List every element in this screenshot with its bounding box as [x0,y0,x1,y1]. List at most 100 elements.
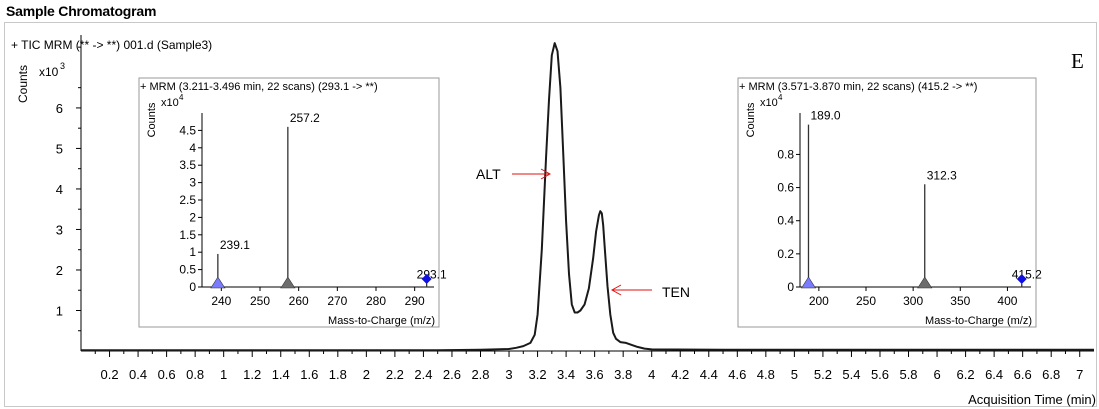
inset-x-tick-label: 280 [366,294,386,308]
inset-y-exponent: x10 [760,97,778,109]
main-x-tick-label: 2.4 [414,367,432,382]
inset-y-tick-label: 0.6 [777,181,794,195]
inset-x-tick-label: 250 [856,294,876,308]
main-x-tick-label: 4.2 [671,367,689,382]
main-x-tick-label: 2.2 [386,367,404,382]
inset-x-tick-label: 200 [809,294,829,308]
main-x-tick-label: 6.6 [1014,367,1032,382]
main-x-tick-label: 6.4 [985,367,1003,382]
inset-precursor-marker [917,276,933,289]
inset-x-label: Mass-to-Charge (m/z) [328,315,435,327]
main-x-tick-label: 3.4 [557,367,575,382]
inset-y-tick-label: 4 [189,141,196,155]
inset-x-tick-label: 290 [405,294,425,308]
inset-y-tick-label: 0.4 [777,214,794,228]
main-x-tick-label: 6.2 [957,367,975,382]
inset-y-tick-label: 1 [189,245,196,259]
main-x-tick-label: 4.6 [728,367,746,382]
inset-x-tick-label: 400 [997,294,1017,308]
main-x-tick-label: 0.8 [186,367,204,382]
chart-panel [4,22,1097,407]
main-x-tick-label: 2.8 [471,367,489,382]
main-x-tick-label: 0.2 [100,367,118,382]
inset-diamond-marker [421,274,432,284]
inset-y-exponent: x10 [161,97,179,109]
inset-peak-label: 239.1 [220,238,250,252]
main-y-tick-label: 2 [56,263,63,278]
inset-y-label: Counts [745,102,757,137]
main-y-tick-label: 5 [56,141,63,156]
main-x-tick-label: 1 [220,367,227,382]
main-title: + TIC MRM (** -> **) 001.d (Sample3) [11,38,212,52]
inset-y-tick-label: 1.5 [179,228,196,242]
main-x-tick-label: 1.4 [272,367,290,382]
inset-x-tick-label: 240 [211,294,231,308]
main-x-tick-label: 1.8 [329,367,347,382]
inset-x-tick-label: 300 [903,294,923,308]
inset-diamond-marker [1016,274,1027,284]
inset-frame [737,77,1037,328]
main-y-exponent: x10 [39,65,59,79]
main-x-tick-label: 7 [1076,367,1083,382]
inset-spectrum-alt: + MRM (3.211-3.496 min, 22 scans) (293.1… [138,77,447,328]
main-y-tick-label: 3 [56,222,63,237]
main-x-tick-label: 5.8 [899,367,917,382]
inset-peak-label: 189.0 [810,109,840,123]
main-x-tick-label: 3.6 [586,367,604,382]
inset-y-tick-label: 0 [189,280,196,294]
main-y-exponent-power: 3 [60,61,65,71]
main-y-tick-label: 1 [56,303,63,318]
annotation-ten: TEN [662,284,690,300]
inset-x-tick-label: 250 [250,294,270,308]
inset-y-tick-label: 0.5 [179,263,196,277]
tic-trace [81,42,1094,352]
inset-peak-label: 312.3 [927,168,957,182]
main-y-tick-label: 4 [56,182,63,197]
main-x-tick-label: 5.2 [814,367,832,382]
annotation-alt: ALT [476,166,501,182]
inset-x-tick-label: 350 [950,294,970,308]
main-x-tick-label: 3.2 [529,367,547,382]
main-x-label: Acquisition Time (min) [968,392,1096,407]
main-x-tick-label: 3 [505,367,512,382]
inset-y-label: Counts [146,102,158,137]
annotation-alt-arrowhead [540,168,552,180]
inset-y-tick-label: 0.2 [777,247,794,261]
inset-y-tick-label: 0 [787,280,794,294]
inset-y-tick-label: 4.5 [179,123,196,137]
inset-precursor-marker [210,276,226,289]
main-x-tick-label: 5.4 [842,367,860,382]
main-y-tick-label: 6 [56,101,63,116]
main-x-tick-label: 5 [791,367,798,382]
annotation-ten-arrowhead [610,284,622,296]
main-x-tick-label: 2.6 [443,367,461,382]
inset-spectrum-ten: + MRM (3.571-3.870 min, 22 scans) (415.2… [737,77,1042,328]
inset-title: + MRM (3.571-3.870 min, 22 scans) (415.2… [739,81,977,93]
inset-peak-label: 257.2 [290,111,320,125]
inset-x-tick-label: 270 [327,294,347,308]
main-chart: + TIC MRM (** -> **) 001.d (Sample3) Coun… [11,35,1096,407]
inset-precursor-marker [280,276,296,289]
inset-title: + MRM (3.211-3.496 min, 22 scans) (293.1… [140,81,378,93]
inset-y-tick-label: 2 [189,210,196,224]
main-y-label: Counts [16,65,30,103]
main-x-tick-label: 5.6 [871,367,889,382]
main-x-tick-label: 4.8 [757,367,775,382]
inset-peak-label: 293.1 [417,268,447,282]
inset-y-tick-label: 3.5 [179,158,196,172]
main-x-tick-label: 6.8 [1042,367,1060,382]
main-x-tick-label: 1.6 [300,367,318,382]
main-x-tick-label: 4.4 [700,367,718,382]
main-x-tick-label: 3.8 [614,367,632,382]
inset-y-tick-label: 3 [189,176,196,190]
main-x-tick-label: 2 [363,367,370,382]
page-title: Sample Chromatogram [6,3,157,19]
inset-precursor-marker [800,276,817,289]
panel-letter: E [1071,49,1084,73]
inset-y-exponent-power: 4 [179,93,184,102]
inset-x-label: Mass-to-Charge (m/z) [925,315,1032,327]
main-x-tick-label: 1.2 [243,367,261,382]
inset-y-tick-label: 0.8 [777,147,794,161]
main-x-tick-label: 0.6 [158,367,176,382]
